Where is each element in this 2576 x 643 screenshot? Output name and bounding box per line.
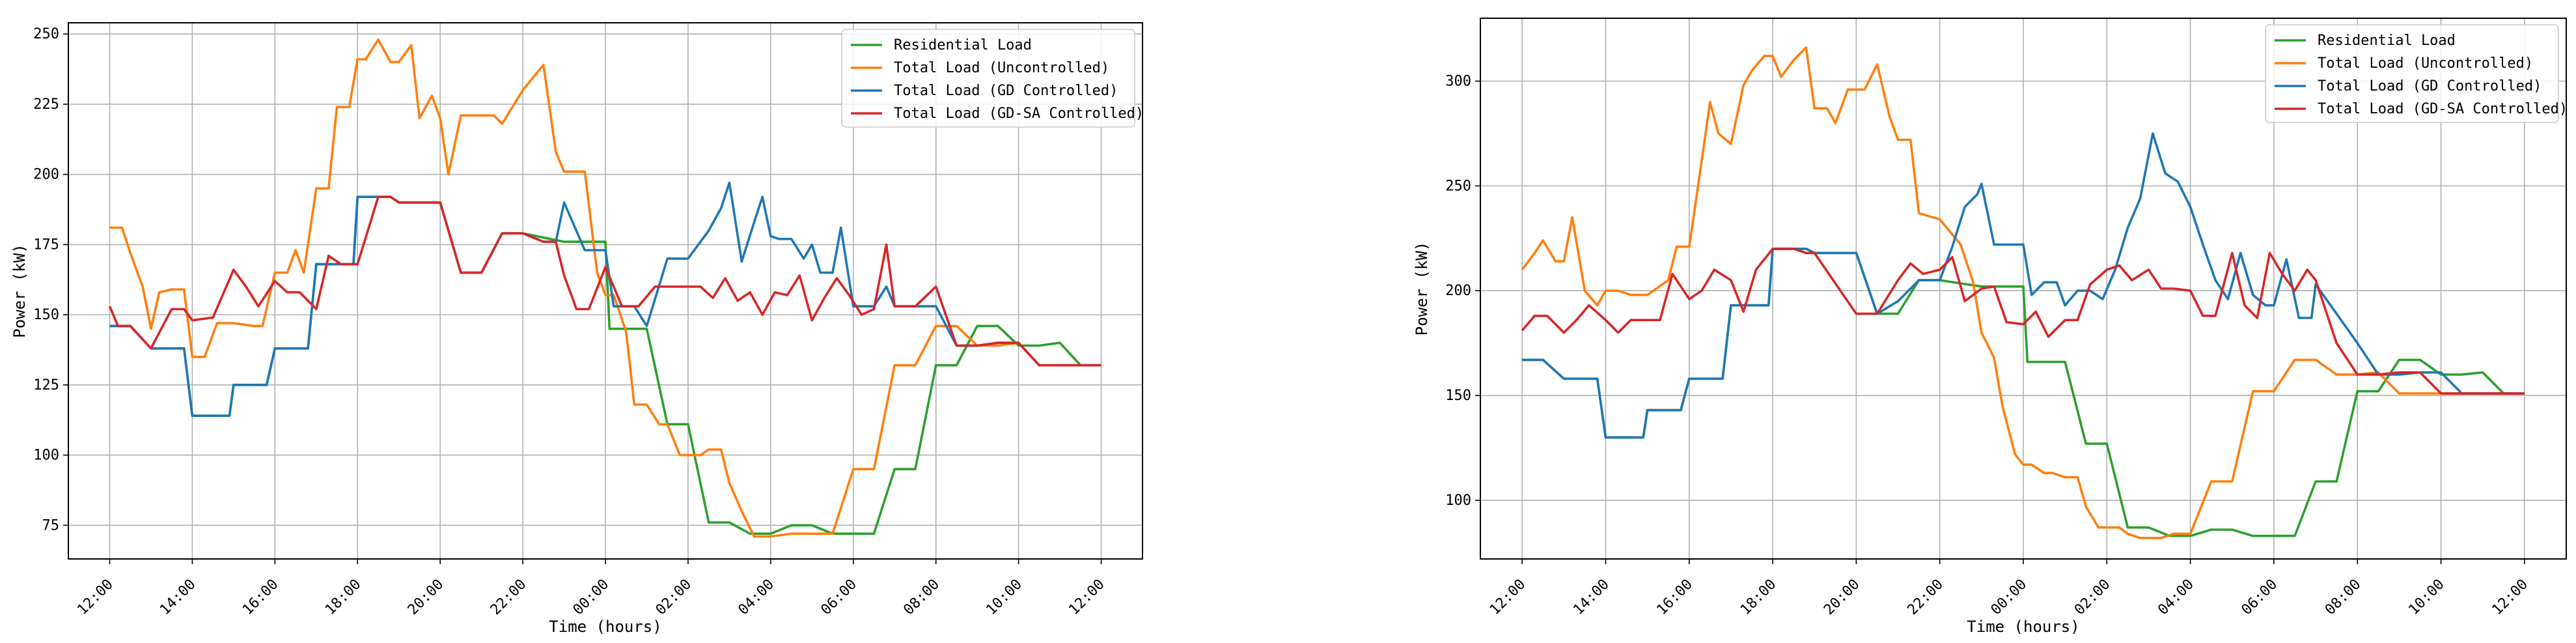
legend-label: Total Load (GD-SA Controlled) [894, 106, 1144, 122]
x-tick-label: 18:00 [322, 577, 365, 619]
x-tick-label: 10:00 [983, 577, 1025, 619]
legend-label: Total Load (GD Controlled) [2318, 78, 2541, 94]
x-tick-label: 18:00 [1738, 577, 1780, 619]
x-tick-label: 14:00 [157, 577, 199, 619]
y-tick-label: 175 [33, 236, 59, 253]
series-lines [108, 38, 1101, 538]
legend-label: Total Load (GD-SA Controlled) [2318, 101, 2568, 117]
x-tick-label: 10:00 [2405, 577, 2448, 619]
x-tick-label: 08:00 [2322, 577, 2364, 619]
y-tick-label: 100 [1445, 493, 1471, 509]
x-tick-label: 16:00 [1654, 577, 1696, 619]
y-tick-label: 250 [33, 26, 59, 42]
x-tick-label: 12:00 [2489, 577, 2532, 619]
legend-box [2265, 24, 2559, 123]
x-tick-label: 14:00 [1570, 577, 1613, 619]
y-tick-label: 300 [1445, 74, 1471, 90]
legend-label: Residential Load [2318, 33, 2456, 49]
series-line-total-load-gd-sa-controlled [1521, 248, 2525, 395]
x-axis-label: Time (hours) [1967, 618, 2079, 636]
legend: Residential Load Total Load (Uncontrolled… [841, 29, 1144, 128]
y-tick-label: 150 [33, 307, 59, 323]
legend: Residential Load Total Load (Uncontrolled… [2265, 24, 2568, 123]
legend-label: Residential Load [894, 37, 1032, 53]
x-tick-label: 00:00 [1988, 577, 2030, 619]
y-axis-label: Power (kW) [1413, 242, 1431, 336]
chart-left: 12:00 14:00 16:00 18:00 20:00 22:00 00:00 02:00… [10, 22, 1144, 636]
x-tick-label: 12:00 [74, 577, 117, 619]
x-tick-label: 08:00 [900, 577, 943, 619]
x-tick-label: 20:00 [405, 577, 447, 619]
legend-label: Total Load (Uncontrolled) [894, 60, 1109, 76]
series-line-total-load-uncontrolled [1521, 46, 2525, 539]
x-tick-label: 04:00 [736, 577, 778, 619]
x-tick-label: 02:00 [2071, 577, 2114, 619]
legend-label: Total Load (Uncontrolled) [2318, 55, 2533, 72]
x-tick-label: 00:00 [570, 577, 613, 619]
y-tick-label: 150 [1445, 388, 1471, 404]
x-tick-label: 02:00 [653, 577, 695, 619]
y-tick-label: 200 [33, 167, 59, 183]
series-line-total-load-uncontrolled [109, 38, 1101, 538]
x-tick-label: 16:00 [240, 577, 282, 619]
series-line-total-load-gd-controlled [1522, 132, 2525, 439]
x-tick-label: 04:00 [2155, 577, 2197, 619]
y-tick-label: 75 [42, 517, 60, 534]
y-tick-label: 125 [33, 377, 59, 393]
legend-box [841, 29, 1135, 128]
legend-label: Total Load (GD Controlled) [894, 83, 1118, 99]
x-tick-label: 06:00 [818, 577, 860, 619]
series-lines [1521, 46, 2525, 539]
x-tick-label: 22:00 [1904, 577, 1946, 619]
y-tick-label: 100 [33, 448, 59, 464]
series-line-total-load-gd-controlled [109, 181, 1101, 418]
y-tick-label: 200 [1445, 283, 1471, 299]
x-tick-label: 06:00 [2239, 577, 2281, 619]
chart-right: 12:00 14:00 16:00 18:00 20:00 22:00 00:00 02:00… [1413, 18, 2568, 636]
x-tick-label: 12:00 [1487, 577, 1529, 619]
x-axis-label: Time (hours) [549, 618, 661, 636]
y-axis-label: Power (kW) [10, 244, 29, 338]
series-line-total-load-gd-sa-controlled [108, 195, 1101, 367]
y-tick-label: 250 [1445, 178, 1471, 194]
y-tick-label: 225 [33, 96, 59, 113]
x-tick-label: 20:00 [1821, 577, 1863, 619]
x-tick-label: 22:00 [488, 577, 530, 619]
x-tick-label: 12:00 [1066, 577, 1108, 619]
